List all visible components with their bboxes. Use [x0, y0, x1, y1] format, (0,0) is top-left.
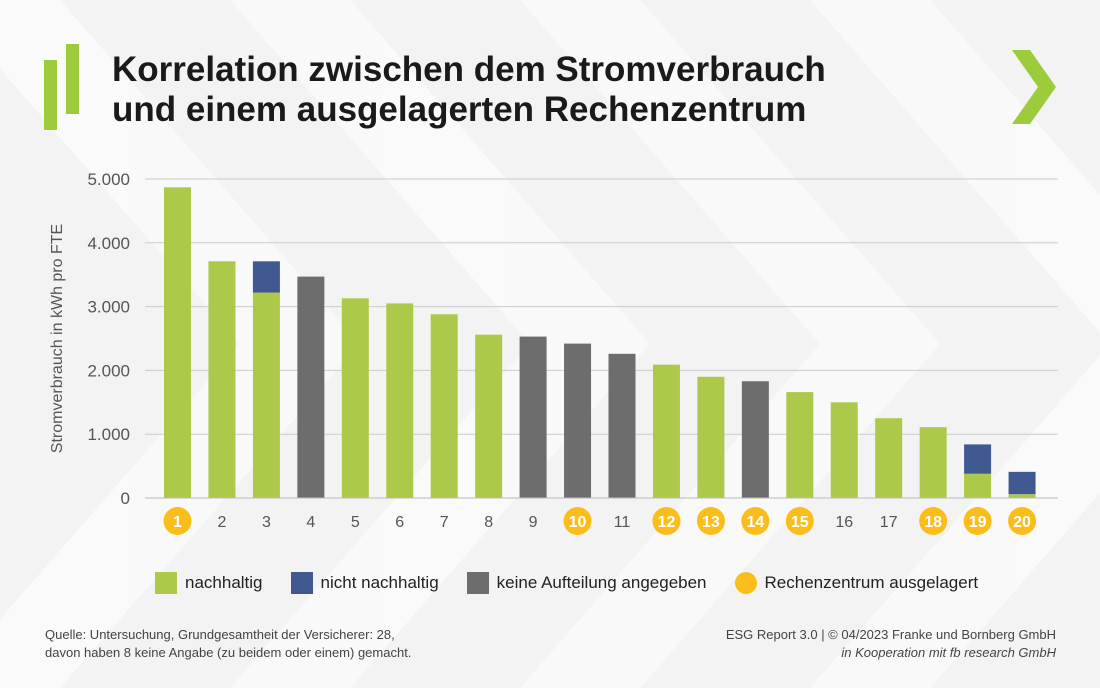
bar	[1008, 494, 1036, 498]
x-tick-label: 3	[262, 514, 271, 531]
title-line-2: und einem ausgelagerten Rechenzentrum	[112, 90, 807, 129]
bar	[519, 336, 547, 498]
ausgelagert-marker	[563, 507, 592, 535]
ausgelagert-marker	[696, 507, 725, 535]
bar	[430, 314, 458, 498]
logo-bar-right	[66, 44, 79, 114]
bar	[830, 402, 858, 498]
x-tick-label: 12	[658, 514, 676, 531]
bar	[608, 353, 636, 498]
y-tick-label: 5.000	[87, 170, 130, 189]
x-tick-label: 15	[791, 514, 809, 531]
bar	[919, 427, 947, 498]
y-tick-label: 3.000	[87, 298, 130, 317]
bar	[164, 187, 191, 498]
legend-item-nachhaltig: nachhaltig	[155, 572, 263, 594]
ausgelagert-marker	[785, 507, 814, 535]
x-tick-label: 19	[969, 514, 987, 531]
bar	[875, 418, 903, 498]
credit-line-1: ESG Report 3.0 | © 04/2023 Franke und Bo…	[725, 627, 1056, 642]
x-tick-label: 2	[217, 514, 226, 531]
y-tick-label: 0	[121, 489, 130, 508]
legend-label: keine Aufteilung angegeben	[496, 573, 707, 592]
bar	[964, 473, 992, 498]
bar	[341, 298, 369, 498]
x-tick-label: 16	[835, 514, 853, 531]
x-tick-label: 4	[306, 514, 315, 531]
source-note: Quelle: Untersuchung, Grundgesamtheit de…	[45, 626, 411, 662]
source-line-2: davon haben 8 keine Angabe (zu beidem od…	[45, 645, 412, 660]
legend: nachhaltig nicht nachhaltig keine Aufteilu…	[155, 572, 1006, 594]
credit-note: ESG Report 3.0 | © 04/2023 Franke und Bo…	[726, 626, 1056, 662]
x-tick-label: 14	[746, 514, 764, 531]
title-line-1: Korrelation zwischen dem Stromverbrauch	[112, 50, 826, 89]
bar	[252, 292, 280, 498]
legend-item-ausgelagert: Rechenzentrum ausgelagert	[734, 572, 979, 594]
logo-bar-left	[44, 60, 57, 130]
bar	[386, 303, 414, 498]
ausgelagert-marker	[963, 507, 992, 535]
chevron-right-icon	[1012, 50, 1056, 124]
x-tick-label: 18	[924, 514, 942, 531]
bar	[208, 261, 236, 498]
legend-label: Rechenzentrum ausgelagert	[764, 573, 979, 592]
ausgelagert-marker	[163, 507, 192, 535]
x-tick-label: 5	[351, 514, 360, 531]
legend-swatch	[290, 572, 313, 594]
x-tick-label: 1	[173, 514, 182, 531]
bar	[697, 376, 725, 498]
x-tick-label: 9	[529, 514, 538, 531]
x-tick-label: 10	[569, 514, 587, 531]
legend-swatch	[466, 572, 489, 594]
bar	[252, 261, 280, 293]
legend-swatch	[734, 572, 757, 594]
y-axis-label: Stromverbrauch in kWh pro FTE	[49, 224, 66, 453]
legend-label: nicht nachhaltig	[320, 573, 439, 592]
legend-item-keine-aufteilung: keine Aufteilung angegeben	[466, 572, 707, 594]
x-tick-label: 11	[614, 514, 631, 531]
ausgelagert-marker	[919, 507, 948, 535]
y-tick-label: 4.000	[87, 234, 130, 253]
bar	[475, 334, 503, 498]
ausgelagert-marker	[652, 507, 681, 535]
bar	[786, 392, 814, 498]
y-tick-label: 2.000	[87, 361, 130, 380]
legend-swatch	[155, 572, 177, 594]
x-tick-label: 7	[440, 514, 449, 531]
bar-chart: 0 1.000 2.000 3.000 4.000 5.000 Stromverbrauch…	[49, 170, 1058, 535]
legend-label: nachhaltig	[185, 573, 263, 592]
bar	[564, 343, 592, 498]
bar	[741, 381, 769, 498]
page-title: Korrelation zwischen dem Stromverbrauch …	[112, 50, 932, 130]
x-tick-label: 6	[395, 514, 404, 531]
bar	[964, 444, 992, 474]
credit-line-2: in Kooperation mit fb research GmbH	[841, 645, 1056, 660]
bar	[1008, 471, 1036, 495]
x-tick-label: 17	[880, 514, 898, 531]
bar	[297, 276, 325, 498]
x-tick-label: 8	[484, 514, 493, 531]
bar	[652, 364, 680, 498]
x-tick-label: 13	[702, 514, 720, 531]
y-tick-label: 1.000	[87, 425, 130, 444]
ausgelagert-marker	[741, 507, 770, 535]
ausgelagert-marker	[1008, 507, 1037, 535]
legend-item-nicht-nachhaltig: nicht nachhaltig	[290, 572, 439, 594]
x-tick-label: 20	[1013, 514, 1031, 531]
source-line-1: Quelle: Untersuchung, Grundgesamtheit de…	[45, 627, 395, 642]
